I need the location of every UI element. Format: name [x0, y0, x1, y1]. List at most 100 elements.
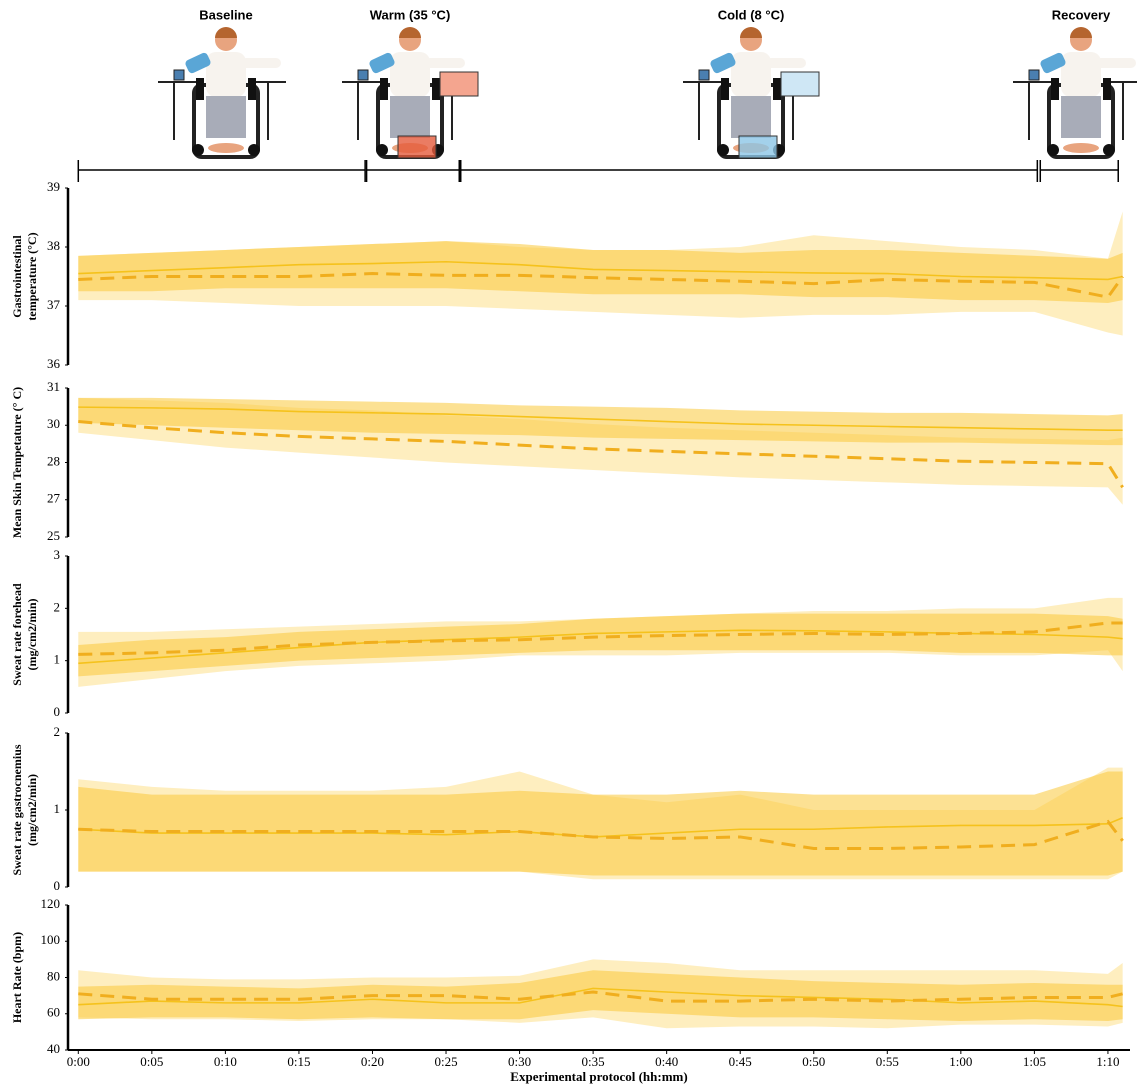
x-tick-label: 0:50 — [802, 1054, 825, 1069]
y-axis-label: Sweat rate forehead — [10, 583, 24, 686]
confidence-band — [78, 397, 1123, 446]
foot-bath — [738, 135, 778, 159]
y-tick-label: 3 — [54, 547, 61, 562]
y-axis-label: Gastrointestinal — [10, 235, 24, 318]
x-tick-label: 0:15 — [287, 1054, 310, 1069]
foot-bath — [397, 135, 437, 159]
participant-illustration — [1013, 27, 1137, 159]
hair — [740, 27, 762, 38]
x-tick-label: 0:30 — [508, 1054, 531, 1069]
wheel-r — [248, 144, 260, 156]
x-tick-label: 0:00 — [67, 1054, 90, 1069]
series-line — [78, 406, 1123, 432]
y-tick-label: 2 — [54, 724, 61, 739]
series-line — [78, 621, 1123, 656]
phase-label: Warm (35 °C) — [370, 7, 451, 22]
x-tick-label: 0:55 — [876, 1054, 899, 1069]
armrest-l — [721, 78, 729, 100]
x-tick-label: 0:40 — [655, 1054, 678, 1069]
device — [173, 69, 185, 81]
x-axis-label: Experimental protocol (hh:mm) — [510, 1069, 687, 1084]
y-axis-label: Heart Rate (bpm) — [10, 932, 24, 1023]
x-tick-label: 1:05 — [1023, 1054, 1046, 1069]
armrest-r — [773, 78, 781, 100]
legs — [206, 96, 246, 138]
y-tick-label: 60 — [47, 1005, 60, 1020]
y-axis-label: (mg/cm2/min) — [25, 599, 39, 671]
y-tick-label: 0 — [54, 878, 61, 893]
y-axis-label: Mean Skin Tempetature (° C) — [10, 387, 24, 538]
x-tick-label: 0:25 — [434, 1054, 457, 1069]
device — [698, 69, 710, 81]
series-line — [78, 260, 1123, 281]
device — [1028, 69, 1040, 81]
y-axis-label: Sweat rate gastrocnemius — [10, 744, 24, 875]
x-tick-label: 1:10 — [1096, 1054, 1119, 1069]
shirt — [206, 52, 246, 97]
x-tick-label: 1:00 — [949, 1054, 972, 1069]
participant-illustration — [158, 27, 286, 159]
hair — [1070, 27, 1092, 38]
hair — [399, 27, 421, 38]
legs — [731, 96, 771, 138]
armrest-l — [1051, 78, 1059, 100]
y-tick-label: 120 — [41, 896, 61, 911]
armrest-r — [432, 78, 440, 100]
arm — [766, 58, 806, 68]
hand-bath — [439, 71, 479, 97]
feet — [208, 143, 244, 153]
confidence-band — [78, 970, 1123, 1021]
phase-label: Baseline — [199, 7, 252, 22]
x-tick-label: 0:20 — [361, 1054, 384, 1069]
hair — [215, 27, 237, 38]
wheel-r — [1103, 144, 1115, 156]
x-tick-label: 0:10 — [214, 1054, 237, 1069]
wheel-l — [717, 144, 729, 156]
series-line — [78, 987, 1123, 1008]
series-line — [78, 272, 1124, 299]
device — [357, 69, 369, 81]
feet — [1063, 143, 1099, 153]
y-tick-label: 25 — [47, 528, 60, 543]
y-tick-label: 27 — [47, 491, 61, 506]
armrest-r — [1103, 78, 1111, 100]
y-tick-label: 38 — [47, 238, 60, 253]
arm — [1096, 58, 1136, 68]
arm — [241, 58, 281, 68]
y-axis-label: temperature (°C) — [25, 232, 39, 320]
y-tick-label: 80 — [47, 968, 60, 983]
confidence-band — [78, 241, 1123, 304]
series-line — [78, 420, 1124, 489]
legs — [1061, 96, 1101, 138]
y-tick-label: 37 — [47, 297, 61, 312]
y-tick-label: 39 — [47, 179, 60, 194]
y-tick-label: 40 — [47, 1041, 60, 1056]
shirt — [731, 52, 771, 97]
armrest-l — [196, 78, 204, 100]
legs — [390, 96, 430, 138]
shirt — [1061, 52, 1101, 97]
x-tick-label: 0:35 — [582, 1054, 605, 1069]
wheel-l — [192, 144, 204, 156]
phase-label: Recovery — [1052, 7, 1111, 22]
participant-illustration — [342, 27, 479, 159]
sleeve — [185, 52, 211, 74]
y-tick-label: 1 — [54, 652, 61, 667]
y-tick-label: 36 — [47, 356, 61, 371]
series-line — [78, 816, 1123, 838]
phase-label: Cold (8 °C) — [718, 7, 785, 22]
sleeve — [369, 52, 395, 74]
x-tick-label: 0:45 — [729, 1054, 752, 1069]
y-tick-label: 2 — [54, 599, 61, 614]
arm — [425, 58, 465, 68]
y-tick-label: 0 — [54, 704, 61, 719]
wheel-l — [376, 144, 388, 156]
y-tick-label: 30 — [47, 416, 60, 431]
confidence-band — [78, 613, 1123, 677]
series-line — [78, 819, 1124, 850]
shirt — [390, 52, 430, 97]
y-tick-label: 100 — [41, 932, 61, 947]
armrest-r — [248, 78, 256, 100]
y-tick-label: 1 — [54, 801, 61, 816]
